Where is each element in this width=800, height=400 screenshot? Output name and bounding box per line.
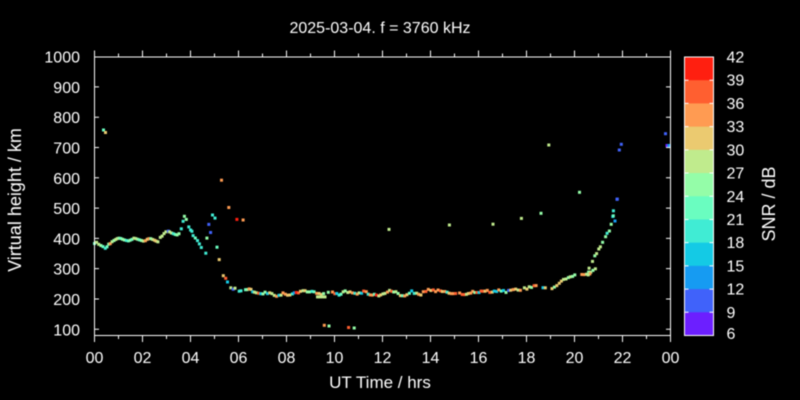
svg-text:39: 39: [727, 73, 745, 90]
svg-text:33: 33: [727, 119, 745, 136]
svg-text:800: 800: [53, 110, 80, 127]
svg-text:Virtual height / km: Virtual height / km: [5, 128, 25, 272]
svg-text:900: 900: [53, 80, 80, 97]
svg-text:00: 00: [662, 350, 680, 367]
svg-text:700: 700: [53, 140, 80, 157]
svg-text:2025-03-04. f = 3760 kHz: 2025-03-04. f = 3760 kHz: [289, 20, 470, 37]
svg-text:24: 24: [727, 189, 745, 206]
svg-text:22: 22: [614, 350, 632, 367]
svg-text:18: 18: [518, 350, 536, 367]
svg-text:06: 06: [230, 350, 248, 367]
svg-text:20: 20: [566, 350, 584, 367]
svg-text:200: 200: [53, 292, 80, 309]
svg-text:SNR / dB: SNR / dB: [759, 166, 779, 241]
svg-text:600: 600: [53, 171, 80, 188]
svg-text:15: 15: [727, 258, 745, 275]
svg-text:08: 08: [278, 350, 296, 367]
svg-text:10: 10: [326, 350, 344, 367]
svg-text:18: 18: [727, 235, 745, 252]
svg-text:02: 02: [134, 350, 152, 367]
svg-text:14: 14: [422, 350, 440, 367]
svg-text:04: 04: [182, 350, 200, 367]
svg-text:UT Time / hrs: UT Time / hrs: [329, 373, 431, 392]
svg-text:300: 300: [53, 262, 80, 279]
svg-text:16: 16: [470, 350, 488, 367]
svg-text:12: 12: [727, 282, 745, 299]
svg-text:1000: 1000: [44, 50, 80, 67]
svg-text:27: 27: [727, 166, 745, 183]
svg-text:12: 12: [374, 350, 392, 367]
svg-text:6: 6: [727, 326, 736, 343]
svg-text:36: 36: [727, 96, 745, 113]
svg-text:30: 30: [727, 142, 745, 159]
svg-text:400: 400: [53, 231, 80, 248]
svg-text:100: 100: [53, 322, 80, 339]
svg-text:21: 21: [727, 212, 745, 229]
svg-text:00: 00: [86, 350, 104, 367]
svg-text:9: 9: [727, 305, 736, 322]
svg-text:500: 500: [53, 201, 80, 218]
svg-text:42: 42: [727, 50, 745, 67]
